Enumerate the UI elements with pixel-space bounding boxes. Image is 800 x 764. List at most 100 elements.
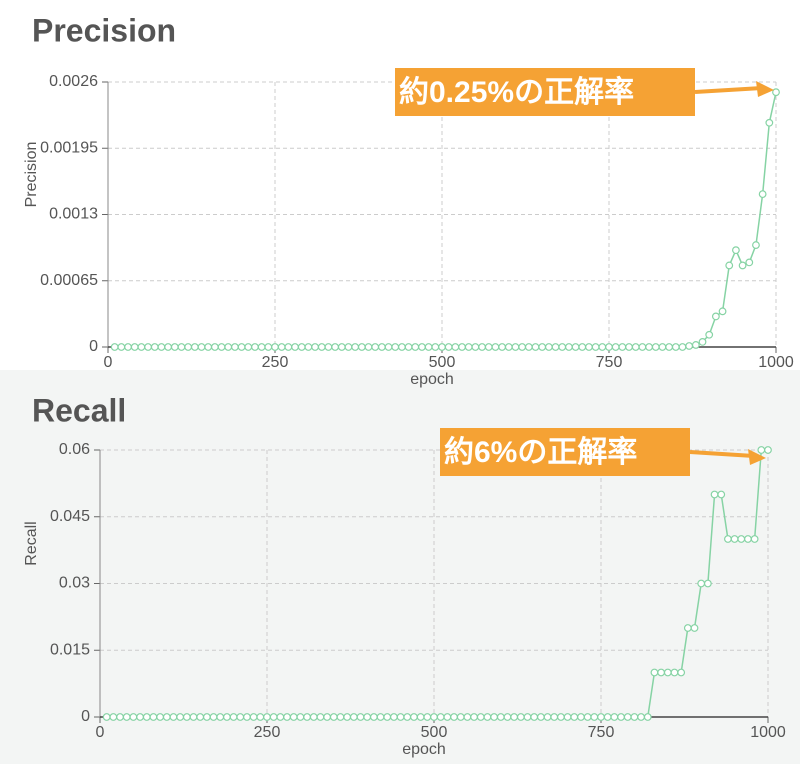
data-point [476,713,485,721]
data-point [116,713,124,721]
data-point [150,343,159,351]
data-point [329,713,338,721]
data-point [231,343,239,351]
data-point [289,713,298,721]
data-point [296,713,305,721]
data-point [130,343,139,351]
data-point [724,535,732,543]
data-point [618,343,627,351]
data-point [645,343,653,351]
y-tick-label: 0.00065 [40,272,98,289]
data-point [637,713,645,721]
data-point [129,713,138,721]
data-point [738,261,747,270]
data-point [217,343,226,351]
data-point [710,490,719,499]
data-point [496,713,505,721]
data-point [398,343,406,351]
data-point [717,490,726,499]
data-point [570,713,579,721]
data-point [530,713,539,721]
data-point [311,343,319,351]
data-point [444,343,453,351]
data-point [491,343,500,351]
annotation-box [395,68,695,116]
data-point [543,713,552,721]
data-point [364,343,373,351]
data-point [752,241,760,249]
data-point [765,118,774,127]
data-point [142,713,151,721]
data-point [244,343,253,351]
data-point [170,343,179,351]
y-axis-label: Recall [23,521,40,565]
data-point [323,713,332,721]
data-point [490,713,499,721]
annotation: 約0.25%の正解率 [399,76,634,109]
data-point [377,343,386,351]
data-point [404,343,413,351]
data-point [243,713,251,721]
data-point [109,713,118,721]
y-tick-label: 0.045 [50,508,90,525]
data-point [349,713,358,721]
data-point [551,343,560,351]
data-point [511,343,520,351]
data-point [463,713,472,721]
data-point [156,713,165,721]
y-tick-label: 0.0026 [49,73,98,90]
x-tick-label: 0 [96,724,105,741]
data-point [598,343,607,351]
data-point [403,713,412,721]
data-point [625,343,633,351]
data-point [536,713,545,721]
data-point [518,343,527,351]
data-point [137,343,146,351]
data-point [102,713,111,721]
data-point [122,713,131,721]
data-point [331,343,340,351]
data-point [184,343,193,351]
data-point [750,535,759,543]
data-point [182,713,191,721]
data-point [503,713,512,721]
y-tick-label: 0 [81,708,90,725]
data-point [410,713,418,721]
data-point [516,713,525,721]
x-tick-label: 750 [596,354,623,371]
data-point [317,343,326,351]
x-tick-label: 500 [429,354,456,371]
data-point [383,713,392,721]
data-point [663,668,672,677]
data-point [376,713,385,721]
data-point [276,713,285,721]
data-point [223,713,231,721]
data-point [677,668,686,677]
data-point [544,343,553,351]
data-point [164,343,173,351]
data-point [390,713,398,721]
x-tick-label: 500 [421,724,448,741]
data-point [418,343,426,351]
data-point [772,88,780,97]
data-point [423,713,432,721]
data-point [177,343,186,351]
x-tick-label: 1000 [750,724,786,741]
data-point [691,341,700,349]
data-point [216,713,225,721]
data-point [136,713,144,721]
data-point [698,338,707,346]
data-point [336,713,345,721]
data-point [204,343,213,351]
data-point [202,713,211,721]
data-point [671,343,680,351]
data-point [557,713,565,721]
data-point [249,713,258,721]
data-point [210,343,219,351]
x-tick-label: 1000 [758,354,794,371]
panel [0,0,800,370]
data-point [597,713,605,721]
data-point [451,343,460,351]
data-point [650,668,659,677]
data-point [277,343,286,351]
